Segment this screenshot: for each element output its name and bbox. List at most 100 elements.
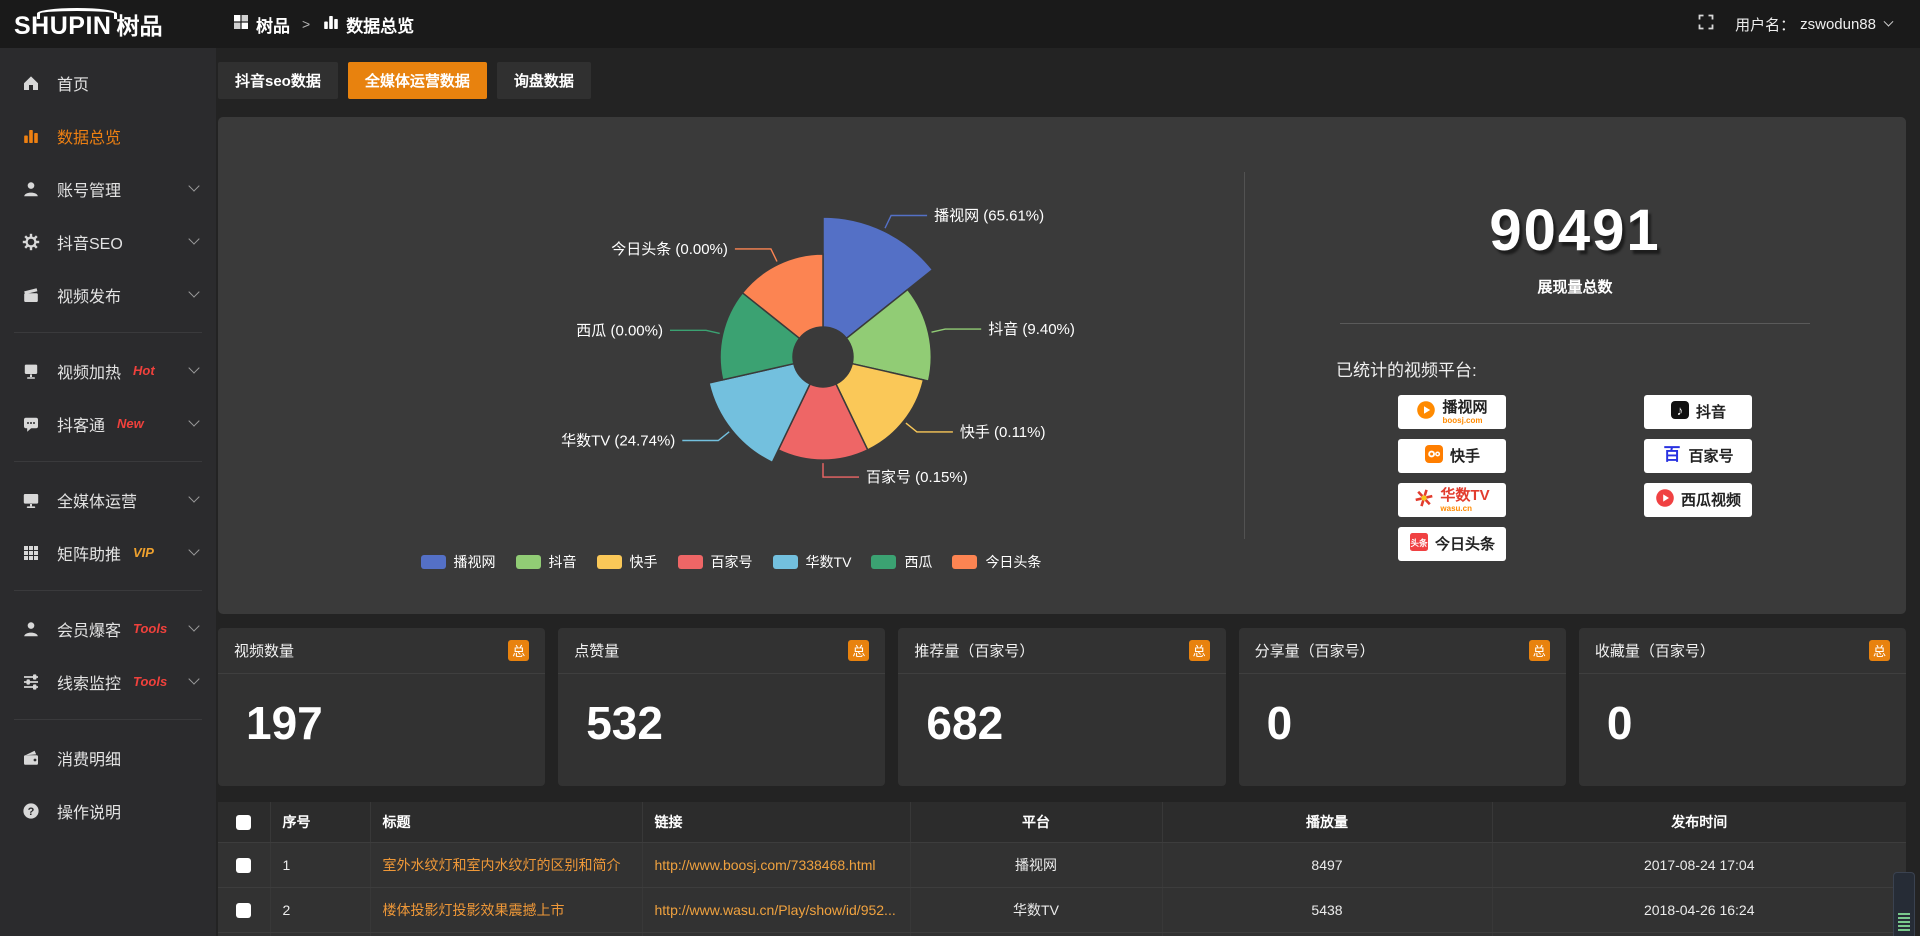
chevron-down-icon: [188, 673, 200, 685]
sidebar-item-会员爆客[interactable]: 会员爆客 Tools: [0, 602, 216, 655]
chart-icon: [22, 127, 42, 145]
chevron-down-icon: [1883, 16, 1894, 27]
tab-抖音seo数据[interactable]: 抖音seo数据: [218, 62, 338, 99]
legend-item-抖音[interactable]: 抖音: [515, 552, 577, 572]
stat-card-value: 0: [1606, 697, 1633, 749]
sidebar-item-全媒体运营[interactable]: 全媒体运营: [0, 473, 216, 526]
fullscreen-icon[interactable]: [1697, 13, 1715, 35]
platforms-grid: 播视网 boosj.com 快手 华数TV wasu.cn 头条: [1244, 395, 1906, 561]
legend-swatch: [871, 555, 897, 569]
pie-label-播视网: 播视网 (65.61%): [934, 208, 1044, 225]
sidebar-item-label: 账号管理: [57, 182, 122, 200]
pie-slice-华数TV[interactable]: [708, 362, 812, 464]
pie-label-今日头条: 今日头条 (0.00%): [611, 241, 728, 258]
sidebar-divider: [14, 461, 202, 462]
sidebar-divider: [14, 719, 202, 720]
total-badge: 总: [848, 640, 870, 661]
sidebar-item-首页[interactable]: 首页: [0, 56, 216, 109]
sidebar-item-label: 抖客通: [57, 417, 106, 435]
app-logo: SHUPIN 树品: [0, 7, 216, 41]
user-menu[interactable]: 用户名： zswodun88: [1735, 14, 1894, 35]
username-value: zswodun88: [1800, 15, 1876, 33]
sidebar-item-消费明细[interactable]: 消费明细: [0, 731, 216, 784]
checkbox-cell: [218, 842, 271, 888]
pie-slice-播视网[interactable]: [822, 216, 934, 340]
sidebar-item-label: 消费明细: [57, 751, 122, 769]
baijiahao-icon: 百: [1662, 444, 1682, 469]
legend-label: 抖音: [548, 554, 577, 570]
overview-panel: 播视网 (65.61%) 抖音 (9.40%) 快手 (0.11%) 百家号 (0.1…: [218, 117, 1906, 614]
stat-card-点赞量: 点赞量 总 532: [558, 628, 886, 786]
platform-name: 今日头条: [1434, 535, 1495, 553]
sidebar-item-抖音SEO[interactable]: 抖音SEO: [0, 215, 216, 268]
pie-label-快手: 快手 (0.11%): [960, 424, 1046, 441]
sidebar-item-badge: Tools: [133, 621, 168, 636]
cell-title[interactable]: 室外水纹灯和室内水纹灯的区别和简介: [370, 842, 643, 888]
legend-item-快手[interactable]: 快手: [596, 552, 658, 572]
tab-全媒体运营数据[interactable]: 全媒体运营数据: [347, 62, 487, 99]
sidebar-item-线索监控[interactable]: 线索监控 Tools: [0, 655, 216, 708]
legend-label: 播视网: [453, 554, 496, 570]
video-data-table: 序号 标题 链接 平台 播放量 发布时间 1 室外水纹灯和室内水纹灯的区别和简介…: [218, 802, 1906, 936]
pie-slice-西瓜[interactable]: [719, 291, 801, 381]
legend-label: 今日头条: [985, 554, 1042, 570]
cell-link[interactable]: http://www.boosj.com/7338468.html: [642, 842, 911, 888]
pie-slice-今日头条[interactable]: [741, 253, 824, 340]
floating-widget[interactable]: [1893, 872, 1915, 936]
summary-section: 90491 展现量总数 已统计的视频平台: 播视网 boosj.com 快手: [1244, 117, 1906, 614]
stat-card-value: 197: [246, 697, 323, 749]
row-checkbox[interactable]: [236, 857, 252, 873]
sidebar-divider: [14, 590, 202, 591]
platform-name: 百家号: [1688, 447, 1734, 465]
total-badge: 总: [1528, 640, 1550, 661]
sidebar-item-矩阵助推[interactable]: 矩阵助推 VIP: [0, 526, 216, 579]
legend-item-播视网[interactable]: 播视网: [420, 552, 496, 572]
sidebar-item-label: 视频加热: [57, 364, 122, 382]
pie-slice-抖音[interactable]: [845, 288, 933, 382]
legend-item-今日头条[interactable]: 今日头条: [952, 552, 1041, 572]
summary-divider: [1340, 323, 1810, 324]
grid-icon: [22, 544, 42, 562]
sidebar-item-label: 矩阵助推: [57, 546, 122, 564]
header-platform: 平台: [910, 802, 1163, 843]
sidebar-item-视频加热[interactable]: 视频加热 Hot: [0, 344, 216, 397]
sidebar-item-抖客通[interactable]: 抖客通 New: [0, 397, 216, 450]
tab-询盘数据[interactable]: 询盘数据: [496, 62, 591, 99]
total-badge: 总: [1869, 640, 1891, 661]
sidebar-item-视频发布[interactable]: 视频发布: [0, 268, 216, 321]
cell-title[interactable]: 楼体投影灯投影效果震撼上市: [370, 887, 643, 933]
gear-icon: [22, 233, 42, 251]
douyin-icon: ♪: [1670, 400, 1690, 425]
cell-link[interactable]: http://www.wasu.cn/Play/show/id/952...: [642, 887, 911, 933]
header-time: 发布时间: [1492, 802, 1906, 843]
pie-label-line: [670, 329, 720, 335]
boosj-icon: [1416, 400, 1436, 425]
cell-platform: 播视网: [910, 842, 1163, 888]
sidebar-item-操作说明[interactable]: ? 操作说明: [0, 784, 216, 837]
breadcrumb-separator: >: [302, 16, 311, 32]
breadcrumb-root-label: 树品: [256, 16, 290, 36]
sidebar-item-label: 全媒体运营: [57, 493, 138, 511]
sidebar-item-账号管理[interactable]: 账号管理: [0, 162, 216, 215]
row-checkbox[interactable]: [236, 902, 252, 918]
logo-text-cn: 树品: [116, 13, 163, 39]
logo-arc: [37, 8, 117, 19]
stat-cards: 视频数量 总 197 点赞量 总 532 推荐量（百家号） 总 682 分享量（…: [218, 628, 1907, 786]
platform-sub: wasu.cn: [1440, 503, 1472, 513]
platforms-column-left: 播视网 boosj.com 快手 华数TV wasu.cn 头条: [1398, 395, 1506, 561]
pie-slice-百家号[interactable]: [777, 382, 869, 461]
legend-item-西瓜[interactable]: 西瓜: [871, 552, 932, 572]
legend-swatch: [420, 555, 446, 569]
breadcrumb: 树品 > 数据总览: [232, 12, 414, 37]
breadcrumb-current[interactable]: 数据总览: [322, 12, 414, 37]
select-all-checkbox[interactable]: [236, 815, 252, 831]
xigua-icon: [1655, 488, 1675, 513]
chevron-down-icon: [188, 362, 200, 374]
legend-item-华数TV[interactable]: 华数TV: [772, 552, 851, 572]
legend-item-百家号[interactable]: 百家号: [677, 552, 753, 572]
pie-label-line: [682, 431, 730, 442]
sidebar-item-数据总览[interactable]: 数据总览: [0, 109, 216, 162]
stat-card-header: 分享量（百家号） 总: [1238, 628, 1566, 674]
kuaishou-icon: [1424, 444, 1444, 469]
breadcrumb-root[interactable]: 树品: [232, 12, 290, 37]
